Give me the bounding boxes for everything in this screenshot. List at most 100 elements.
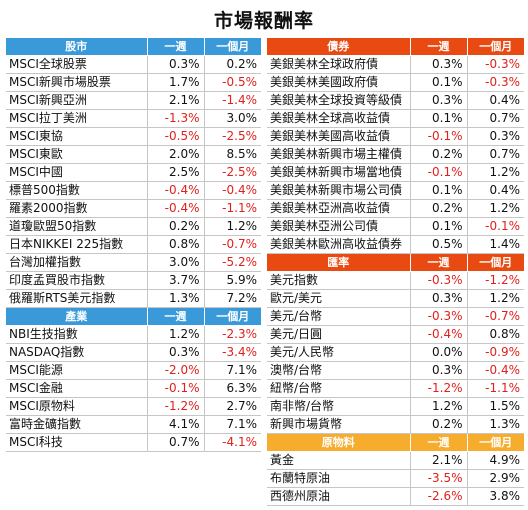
stocks-header-row: 股市 一週 一個月 xyxy=(6,38,261,56)
table-row: 黃金 2.1% 4.9% xyxy=(267,451,524,470)
week-value: 0.3% xyxy=(409,361,467,380)
week-value: -0.4% xyxy=(146,199,204,218)
right-column: 債券 一週 一個月 美銀美林全球政府債 0.3% -0.3% 美銀美林美國政府債 0.1% -0… xyxy=(267,38,524,506)
month-value: 1.3% xyxy=(466,415,524,434)
month-value: 0.7% xyxy=(466,145,524,164)
table-row: 美銀美林歐洲高收益債券 0.5% 1.4% xyxy=(267,235,524,254)
fx-table: 匯率 一週 一個月 美元指數 -0.3% -1.2% 歐元/美元 0.3% 1.2% 美元/台幣 -… xyxy=(267,254,524,434)
week-value: 0.2% xyxy=(409,199,467,218)
month-value: 2.7% xyxy=(203,397,261,416)
week-value: 0.1% xyxy=(409,181,467,200)
bonds-header-row: 債券 一週 一個月 xyxy=(267,38,524,56)
month-value: -5.2% xyxy=(203,253,261,272)
row-name: 美元/日圓 xyxy=(267,325,410,344)
industry-section-label: 產業 xyxy=(6,308,147,326)
table-row: MSCI金融 -0.1% 6.3% xyxy=(6,379,261,398)
row-name: 西德州原油 xyxy=(267,487,410,506)
table-row: 澳幣/台幣 0.3% -0.4% xyxy=(267,361,524,380)
row-name: 印度孟買股市指數 xyxy=(6,271,147,290)
table-row: 美銀美林美國政府債 0.1% -0.3% xyxy=(267,73,524,92)
month-value: -0.1% xyxy=(466,217,524,236)
month-value: -0.4% xyxy=(203,181,261,200)
month-value: -4.1% xyxy=(203,433,261,452)
week-value: 1.2% xyxy=(409,397,467,416)
table-row: MSCI能源 -2.0% 7.1% xyxy=(6,361,261,380)
table-row: NASDAQ指數 0.3% -3.4% xyxy=(6,343,261,362)
month-value: -1.1% xyxy=(203,199,261,218)
row-name: 澳幣/台幣 xyxy=(267,361,410,380)
week-value: -0.1% xyxy=(409,127,467,146)
week-value: 3.7% xyxy=(146,271,204,290)
row-name: 美銀美林亞洲高收益債 xyxy=(267,199,410,218)
industry-table: 產業 一週 一個月 NBI生技指數 1.2% -2.3% NASDAQ指數 0.3% -3.4%… xyxy=(6,308,261,452)
month-value: -1.4% xyxy=(203,91,261,110)
month-value: 0.4% xyxy=(466,91,524,110)
row-name: 美銀美林歐洲高收益債券 xyxy=(267,235,410,254)
commodity-section-label: 原物料 xyxy=(267,434,410,452)
row-name: 新興市場貨幣 xyxy=(267,415,410,434)
table-row: MSCI東歐 2.0% 8.5% xyxy=(6,145,261,164)
month-value: -2.3% xyxy=(203,325,261,344)
week-header: 一週 xyxy=(146,308,204,326)
month-value: 7.1% xyxy=(203,361,261,380)
row-name: 富時金礦指數 xyxy=(6,415,147,434)
month-value: 0.8% xyxy=(466,325,524,344)
week-value: 2.0% xyxy=(146,145,204,164)
month-value: -0.9% xyxy=(466,343,524,362)
month-value: -0.5% xyxy=(203,73,261,92)
stocks-section-label: 股市 xyxy=(6,38,147,56)
month-value: 6.3% xyxy=(203,379,261,398)
week-value: -0.3% xyxy=(409,271,467,290)
table-row: 美銀美林全球高收益債 0.1% 0.7% xyxy=(267,109,524,128)
table-row: 富時金礦指數 4.1% 7.1% xyxy=(6,415,261,434)
week-value: 0.3% xyxy=(146,55,204,74)
week-value: 0.3% xyxy=(409,55,467,74)
row-name: 美銀美林美國高收益債 xyxy=(267,127,410,146)
table-row: NBI生技指數 1.2% -2.3% xyxy=(6,325,261,344)
week-value: 3.0% xyxy=(146,253,204,272)
fx-section-label: 匯率 xyxy=(267,254,410,272)
row-name: MSCI東歐 xyxy=(6,145,147,164)
row-name: 美銀美林全球投資等級債 xyxy=(267,91,410,110)
month-value: 5.9% xyxy=(203,271,261,290)
week-value: 2.1% xyxy=(146,91,204,110)
month-value: 4.9% xyxy=(466,451,524,470)
commodity-header-row: 原物料 一週 一個月 xyxy=(267,434,524,452)
month-value: -1.1% xyxy=(466,379,524,398)
row-name: 歐元/美元 xyxy=(267,289,410,308)
table-row: 美銀美林亞洲高收益債 0.2% 1.2% xyxy=(267,199,524,218)
week-value: -0.1% xyxy=(409,163,467,182)
row-name: 美銀美林全球政府債 xyxy=(267,55,410,74)
week-value: -0.3% xyxy=(409,307,467,326)
commodity-table: 原物料 一週 一個月 黃金 2.1% 4.9% 布蘭特原油 -3.5% 2.9% 西德州原油 -2.… xyxy=(267,434,524,506)
table-row: MSCI全球股票 0.3% 0.2% xyxy=(6,55,261,74)
month-value: -0.7% xyxy=(466,307,524,326)
table-row: 美元/台幣 -0.3% -0.7% xyxy=(267,307,524,326)
row-name: MSCI全球股票 xyxy=(6,55,147,74)
week-value: 0.8% xyxy=(146,235,204,254)
week-value: 0.2% xyxy=(409,415,467,434)
bonds-table: 債券 一週 一個月 美銀美林全球政府債 0.3% -0.3% 美銀美林美國政府債 0.1% -0… xyxy=(267,38,524,254)
table-row: 印度孟買股市指數 3.7% 5.9% xyxy=(6,271,261,290)
table-row: 美銀美林新興市場公司債 0.1% 0.4% xyxy=(267,181,524,200)
row-name: 俄羅斯RTS美元指數 xyxy=(6,289,147,308)
table-row: 西德州原油 -2.6% 3.8% xyxy=(267,487,524,506)
week-value: -2.0% xyxy=(146,361,204,380)
table-row: 羅素2000指數 -0.4% -1.1% xyxy=(6,199,261,218)
table-row: 新興市場貨幣 0.2% 1.3% xyxy=(267,415,524,434)
table-row: MSCI拉丁美洲 -1.3% 3.0% xyxy=(6,109,261,128)
month-value: 0.7% xyxy=(466,109,524,128)
week-value: 0.3% xyxy=(409,91,467,110)
week-value: 4.1% xyxy=(146,415,204,434)
week-value: 0.2% xyxy=(409,145,467,164)
week-value: 1.3% xyxy=(146,289,204,308)
week-value: 2.5% xyxy=(146,163,204,182)
month-value: -1.2% xyxy=(466,271,524,290)
month-value: -0.4% xyxy=(466,361,524,380)
row-name: MSCI原物料 xyxy=(6,397,147,416)
week-value: 0.1% xyxy=(409,109,467,128)
week-value: 0.1% xyxy=(409,217,467,236)
month-value: 1.2% xyxy=(203,217,261,236)
row-name: 美銀美林新興市場當地債 xyxy=(267,163,410,182)
month-value: 7.2% xyxy=(203,289,261,308)
